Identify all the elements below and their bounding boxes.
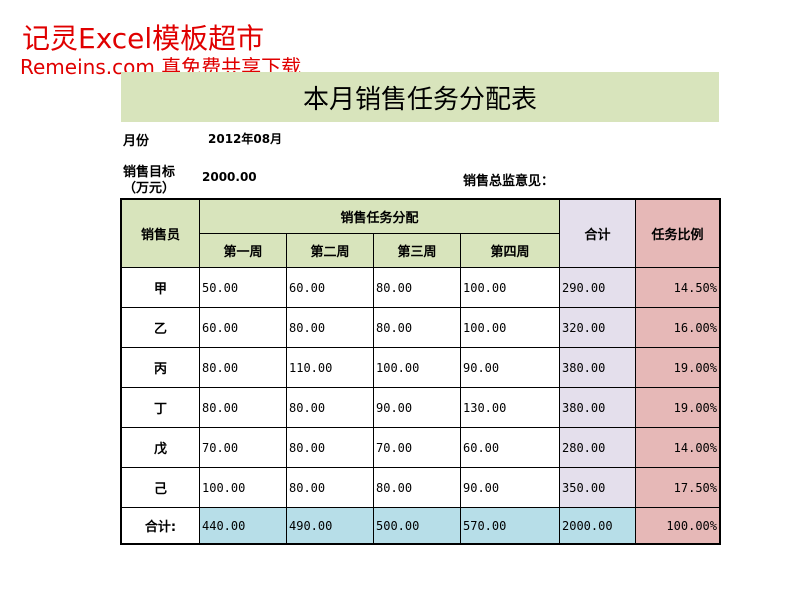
number-cell: 350.00 xyxy=(559,467,636,508)
number-cell: 50.00 xyxy=(199,267,287,308)
target-value: 2000.00 xyxy=(202,170,257,184)
header-cell: 第四周 xyxy=(460,233,560,268)
number-cell: 19.00% xyxy=(635,347,720,388)
number-cell: 17.50% xyxy=(635,467,720,508)
target-label-unit: （万元） xyxy=(123,181,176,196)
number-cell: 16.00% xyxy=(635,307,720,348)
number-cell: 380.00 xyxy=(559,387,636,428)
number-cell: 110.00 xyxy=(286,347,374,388)
header-cell: 第二周 xyxy=(286,233,374,268)
comment-label: 销售总监意见： xyxy=(463,174,555,189)
number-cell: 130.00 xyxy=(460,387,560,428)
number-cell: 80.00 xyxy=(286,467,374,508)
number-cell: 280.00 xyxy=(559,427,636,468)
footer-cell: 500.00 xyxy=(373,507,461,544)
month-value: 2012年08月 xyxy=(208,132,283,146)
number-cell: 80.00 xyxy=(286,387,374,428)
number-cell: 80.00 xyxy=(199,347,287,388)
month-label: 月份 xyxy=(123,134,150,149)
row-label: 甲 xyxy=(121,267,200,308)
title: 本月销售任务分配表 xyxy=(121,72,719,122)
number-cell: 90.00 xyxy=(460,467,560,508)
watermark-title: 记灵Excel模板超市 xyxy=(22,22,265,55)
header-cell: 任务比例 xyxy=(635,199,720,268)
number-cell: 60.00 xyxy=(286,267,374,308)
target-label: 销售目标 xyxy=(123,165,176,180)
number-cell: 80.00 xyxy=(286,307,374,348)
header-cell: 合计 xyxy=(559,199,636,268)
table-frame xyxy=(120,198,721,545)
number-cell: 90.00 xyxy=(460,347,560,388)
number-cell: 60.00 xyxy=(199,307,287,348)
header-cell: 销售任务分配 xyxy=(199,199,560,234)
number-cell: 100.00 xyxy=(460,307,560,348)
number-cell: 14.50% xyxy=(635,267,720,308)
number-cell: 290.00 xyxy=(559,267,636,308)
